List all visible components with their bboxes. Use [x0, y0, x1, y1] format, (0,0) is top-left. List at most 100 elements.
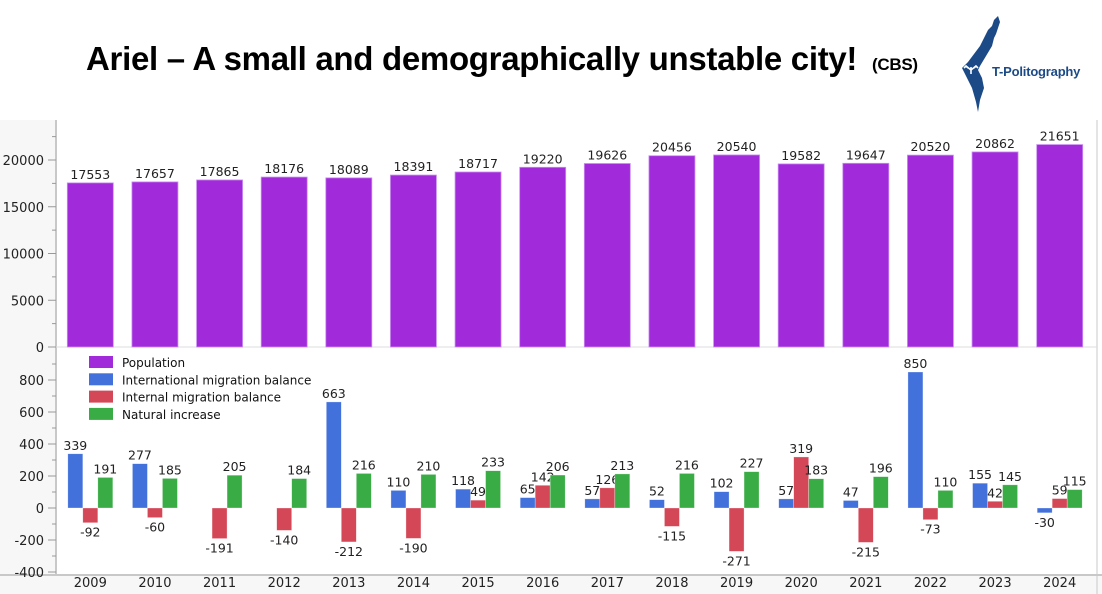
- intl-migration-bar: [455, 488, 471, 509]
- natural-increase-data-label: 196: [869, 461, 893, 476]
- intl-migration-bar: [1036, 507, 1053, 514]
- intl-migration-data-label: 65: [520, 482, 536, 497]
- population-data-label: 21651: [1040, 129, 1080, 144]
- natural-increase-bar: [808, 478, 824, 509]
- population-bar: [971, 151, 1019, 348]
- intl-migration-bar: [778, 498, 794, 509]
- y-tick-label-bottom: 600: [19, 406, 44, 421]
- natural-increase-data-label: 115: [1063, 474, 1087, 489]
- population-bar: [196, 179, 243, 348]
- intl-migration-bar: [649, 499, 665, 509]
- population-data-label: 20520: [911, 139, 951, 154]
- natural-increase-bar: [1002, 484, 1018, 509]
- x-axis-background: [0, 575, 1102, 594]
- legend-swatch: [89, 407, 113, 420]
- internal-migration-bar: [534, 484, 551, 509]
- internal-migration-bar: [664, 507, 680, 527]
- intl-migration-data-label: 277: [128, 448, 152, 463]
- y-tick-label-top: 20000: [3, 154, 44, 169]
- population-data-label: 19582: [781, 148, 821, 163]
- intl-migration-bar: [519, 497, 536, 509]
- intl-migration-data-label: 110: [387, 474, 411, 489]
- internal-migration-bar: [922, 507, 939, 520]
- x-tick-label: 2016: [526, 576, 559, 591]
- natural-increase-data-label: 205: [223, 459, 247, 474]
- y-tick-label-bottom: 800: [19, 374, 44, 389]
- population-bar: [907, 154, 954, 348]
- intl-migration-data-label: 339: [63, 438, 87, 453]
- x-tick-label: 2021: [849, 576, 882, 591]
- natural-increase-bar: [291, 478, 307, 509]
- title-source: (CBS): [872, 55, 918, 74]
- intl-migration-bar: [326, 401, 342, 509]
- natural-increase-data-label: 216: [352, 457, 376, 472]
- natural-increase-data-label: 191: [93, 461, 117, 476]
- x-tick-label: 2011: [203, 576, 236, 591]
- internal-migration-data-label: -190: [399, 540, 427, 555]
- internal-migration-data-label: 126: [595, 472, 619, 487]
- legend-label: Population: [122, 356, 185, 370]
- population-data-label: 19626: [587, 147, 627, 162]
- y-tick-label-bottom: -400: [14, 566, 44, 581]
- internal-migration-bar: [858, 507, 874, 543]
- population-bar: [1036, 144, 1084, 348]
- population-bar: [777, 163, 825, 348]
- natural-increase-data-label: 185: [158, 462, 182, 477]
- legend-swatch: [89, 390, 113, 403]
- x-tick-label: 2013: [332, 576, 365, 591]
- intl-migration-data-label: -30: [1034, 515, 1054, 530]
- internal-migration-data-label: -271: [722, 553, 750, 568]
- y-axis-background: [0, 120, 56, 594]
- natural-increase-bar: [549, 474, 566, 509]
- x-tick-label: 2023: [979, 576, 1012, 591]
- natural-increase-bar: [743, 471, 760, 509]
- x-tick-label: 2017: [591, 576, 624, 591]
- natural-increase-data-label: 183: [804, 463, 828, 478]
- natural-increase-bar: [873, 476, 889, 509]
- population-data-label: 18391: [394, 159, 434, 174]
- natural-increase-bar: [485, 470, 501, 509]
- natural-increase-data-label: 213: [610, 458, 634, 473]
- natural-increase-data-label: 210: [417, 458, 441, 473]
- population-bar: [66, 182, 114, 348]
- y-tick-label-bottom: 0: [36, 502, 44, 517]
- natural-increase-data-label: 206: [546, 459, 570, 474]
- natural-increase-bar: [162, 478, 178, 509]
- israel-map-logo-icon: [962, 16, 1000, 112]
- intl-migration-data-label: 118: [451, 473, 475, 488]
- natural-increase-bar: [226, 474, 243, 509]
- intl-migration-data-label: 57: [584, 483, 600, 498]
- internal-migration-data-label: -92: [80, 525, 100, 540]
- intl-migration-bar: [713, 491, 730, 509]
- population-bar: [260, 176, 308, 348]
- population-bar: [325, 177, 373, 348]
- intl-migration-bar: [972, 482, 988, 509]
- internal-migration-data-label: -191: [205, 541, 233, 556]
- x-tick-label: 2014: [397, 576, 430, 591]
- natural-increase-data-label: 233: [481, 455, 505, 470]
- internal-migration-data-label: -60: [145, 520, 165, 535]
- population-bar: [583, 163, 631, 348]
- natural-increase-bar: [614, 473, 631, 509]
- natural-increase-bar: [937, 490, 954, 509]
- internal-migration-bar: [82, 507, 99, 524]
- chart-area: 0 5000 10000 15000 20000 17553 17657 17865 18176…: [0, 120, 1102, 594]
- fork-arrows-icon: [963, 64, 979, 74]
- legend-swatch: [89, 373, 113, 386]
- natural-increase-data-label: 227: [740, 456, 764, 471]
- x-tick-label: 2015: [462, 576, 495, 591]
- y-tick-label-top: 15000: [3, 201, 44, 216]
- intl-migration-bar: [843, 500, 859, 509]
- y-tick-label-top: 0: [36, 341, 44, 356]
- internal-migration-data-label: -212: [335, 544, 363, 559]
- internal-migration-bar: [599, 487, 616, 509]
- internal-migration-data-label: 42: [987, 485, 1003, 500]
- internal-migration-bar: [211, 507, 228, 539]
- internal-migration-data-label: 59: [1052, 483, 1068, 498]
- natural-increase-bar: [1066, 489, 1083, 509]
- y-tick-label-top: 5000: [11, 294, 44, 309]
- population-data-label: 18089: [329, 162, 369, 177]
- population-data-label: 20862: [975, 136, 1015, 151]
- internal-migration-data-label: -215: [852, 544, 880, 559]
- x-tick-label: 2020: [785, 576, 818, 591]
